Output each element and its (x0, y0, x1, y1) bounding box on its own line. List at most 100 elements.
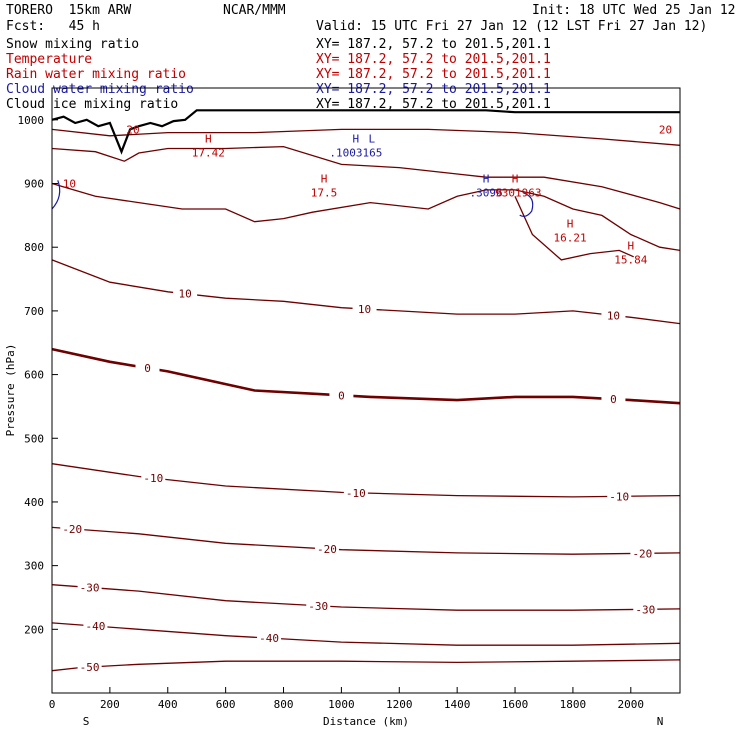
x-axis-label: Distance (km) (323, 715, 409, 728)
isotherm-label: 0 (610, 393, 617, 406)
isotherm-label-bg (306, 598, 331, 612)
extremum-value: 17.42 (192, 147, 225, 160)
rain-contour (514, 196, 634, 261)
high-marker: H (205, 133, 212, 146)
field-label-rain: Rain water mixing ratio (6, 67, 187, 82)
valid-time: Valid: 15 UTC Fri 27 Jan 12 (12 LST Fri … (316, 19, 708, 34)
isotherm-label-bg (329, 388, 354, 402)
y-tick-label: 600 (24, 369, 44, 382)
isotherm-label: 10 (607, 309, 620, 322)
contour-label: 20 (659, 123, 672, 136)
init-time: Init: 18 UTC Wed 25 Jan 12 (532, 3, 736, 18)
isotherm-label: -30 (80, 581, 100, 594)
field-label-cloud-water: Cloud water mixing ratio (6, 82, 194, 97)
field-xy-cloud-water: XY= 187.2, 57.2 to 201.5,201.1 (316, 82, 551, 97)
high-marker: H (321, 173, 328, 186)
field-xy-rain: XY= 187.2, 57.2 to 201.5,201.1 (316, 67, 551, 82)
x-tick-label: 600 (216, 698, 236, 711)
isotherm-label-bg (601, 308, 626, 322)
high-marker: H (353, 133, 360, 146)
cloud-water-contour (51, 180, 61, 210)
y-axis-label: Pressure (hPa) (4, 344, 17, 437)
isotherm-label: -10 (346, 487, 366, 500)
high-marker: H (512, 173, 519, 186)
low-marker: L (369, 133, 376, 146)
model-label: TORERO 15km ARW (6, 3, 132, 18)
isotherm--20 (51, 526, 681, 555)
y-tick-label: 900 (24, 178, 44, 191)
x-endpoint-right: N (657, 715, 664, 728)
high-marker: H (567, 217, 574, 230)
isotherm-label-bg (83, 619, 108, 633)
isotherm-label-bg (601, 392, 626, 406)
isotherm-label-bg (257, 631, 282, 645)
isotherm-0 (51, 347, 681, 405)
isotherm-label-bg (633, 602, 658, 616)
field-label-snow: Snow mixing ratio (6, 37, 140, 52)
field-xy-cloud-ice: XY= 187.2, 57.2 to 201.5,201.1 (316, 97, 551, 112)
field-xy-temperature: XY= 187.2, 57.2 to 201.5,201.1 (316, 52, 551, 67)
isotherm-label-bg (135, 361, 160, 375)
extremum-value: .3096 (470, 187, 503, 200)
isotherm-label: -50 (80, 661, 100, 674)
extremum-value: 15.84 (614, 254, 647, 267)
x-tick-label: 1200 (386, 698, 413, 711)
isotherm-label: -10 (143, 472, 163, 485)
extremum-value: 17.5 (311, 187, 338, 200)
field-label-cloud-ice: Cloud ice mixing ratio (6, 97, 179, 112)
isotherm-label: -20 (632, 547, 652, 560)
isotherm--10 (51, 463, 681, 498)
isotherm-label-bg (630, 546, 655, 560)
x-tick-label: 1600 (502, 698, 529, 711)
high-marker: H (483, 173, 490, 186)
rain-contour (51, 182, 681, 252)
y-tick-label: 500 (24, 432, 44, 445)
isotherm-label-bg (77, 580, 102, 594)
isotherm-label-bg (352, 301, 377, 315)
y-tick-label: 1000 (18, 114, 45, 127)
extremum-value: 16.21 (553, 231, 586, 244)
isotherm-label-bg (141, 471, 166, 485)
field-label-temperature: Temperature (6, 52, 93, 67)
y-tick-label: 800 (24, 241, 44, 254)
contour-label: 10 (63, 178, 76, 191)
isotherm-label-bg (77, 660, 102, 674)
isotherm-label: -20 (62, 523, 82, 536)
isotherm--30 (51, 584, 681, 611)
isotherm-label: 0 (144, 362, 151, 375)
extremum-value: .1003165 (329, 147, 382, 160)
isotherm-label-bg (607, 489, 632, 503)
isotherm-label: 10 (358, 303, 371, 316)
isotherm-label-bg (343, 485, 368, 499)
isotherm-label-bg (173, 286, 198, 300)
isotherm-label: 10 (178, 288, 191, 301)
isotherm-label: -30 (635, 603, 655, 616)
rain-contour (51, 145, 681, 210)
cloud-water-contour (519, 192, 534, 217)
plot-frame (51, 87, 681, 694)
isotherm-label: -20 (317, 543, 337, 556)
isotherm--50 (51, 659, 681, 672)
field-xy-snow: XY= 187.2, 57.2 to 201.5,201.1 (316, 37, 551, 52)
y-tick-label: 700 (24, 305, 44, 318)
x-tick-label: 400 (158, 698, 178, 711)
isotherm-label: 0 (338, 389, 345, 402)
x-endpoint-left: S (83, 715, 90, 728)
contour-label: 20 (126, 123, 139, 136)
high-marker: H (627, 240, 634, 253)
isotherm-label: -40 (259, 632, 279, 645)
isotherm--40 (51, 622, 681, 646)
isotherm-label: -10 (609, 490, 629, 503)
isotherm-label-bg (60, 521, 85, 535)
isotherm-label: -40 (85, 620, 105, 633)
forecast-hour: Fcst: 45 h (6, 19, 100, 34)
isotherm-label-bg (314, 541, 339, 555)
x-tick-label: 1000 (328, 698, 355, 711)
extremum-value: .9301963 (489, 187, 542, 200)
terrain-profile (51, 109, 680, 155)
x-tick-label: 2000 (618, 698, 645, 711)
x-tick-label: 200 (100, 698, 120, 711)
x-tick-label: 0 (49, 698, 56, 711)
x-tick-label: 1800 (560, 698, 587, 711)
